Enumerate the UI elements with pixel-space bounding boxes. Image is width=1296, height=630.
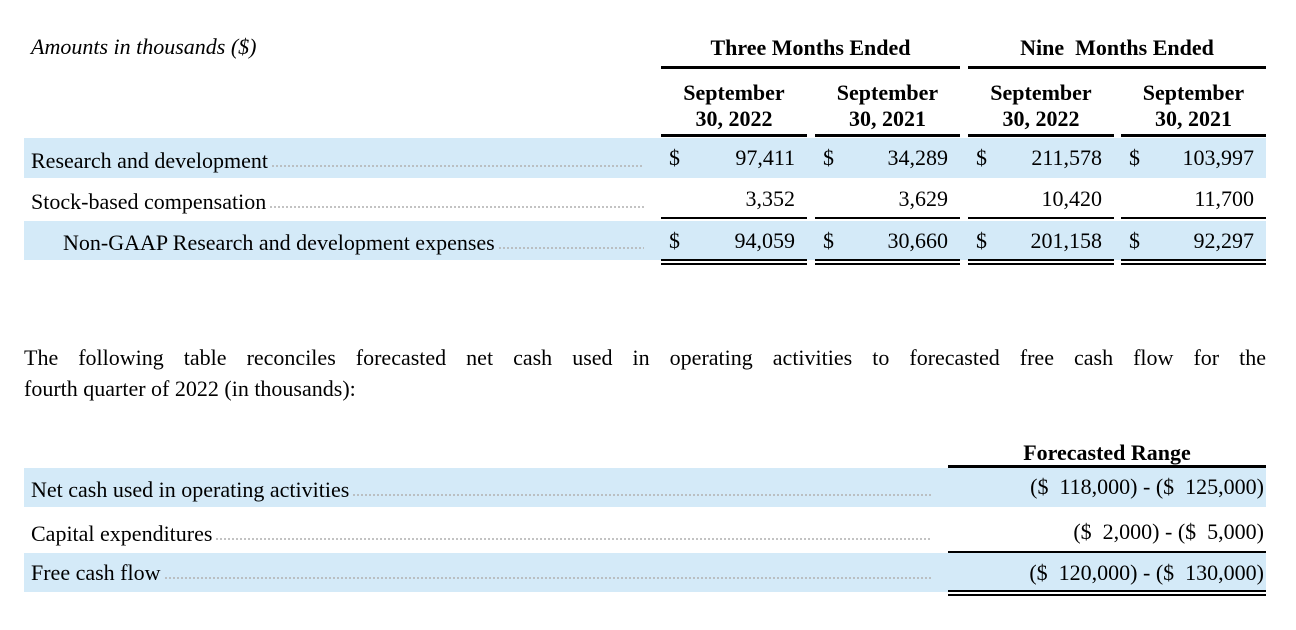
row-label-capital-expenditures: Capital expenditures — [31, 517, 931, 547]
leader-dots — [352, 494, 931, 496]
value: 97,411 — [735, 145, 795, 170]
total-double-rule — [1121, 263, 1266, 265]
column-header-line1: September — [836, 80, 939, 105]
subtotal-rule — [815, 217, 960, 219]
dollar-sign: $ — [669, 228, 680, 253]
cell-sbc-9m-2021: 11,700 — [1121, 179, 1266, 219]
cell-rd-q3-2022: $97,411 — [661, 138, 807, 178]
total-double-rule — [968, 259, 1114, 261]
dollar-sign: $ — [1129, 228, 1140, 253]
value: 92,297 — [1193, 228, 1255, 253]
column-rule — [968, 134, 1114, 137]
subtotal-rule — [948, 551, 1266, 553]
units-label: Amounts in thousands ($) — [31, 34, 257, 59]
total-double-rule — [968, 263, 1114, 265]
cell-sbc-q3-2021: 3,629 — [815, 179, 960, 219]
forecasted-range-rule — [948, 465, 1266, 468]
column-rule — [661, 134, 807, 137]
cell-nongaap-q3-2022: $94,059 — [661, 221, 807, 261]
row-band-net-cash — [24, 468, 1266, 507]
row-label-text: Stock-based compensation — [31, 189, 267, 214]
leader-dots — [163, 577, 931, 579]
cell-sbc-q3-2022: 3,352 — [661, 179, 807, 219]
cell-rd-q3-2021: $34,289 — [815, 138, 960, 178]
subtotal-rule — [1121, 217, 1266, 219]
value: 94,059 — [734, 228, 796, 253]
leader-dots — [497, 247, 644, 249]
forecasted-range-header: Forecasted Range — [1023, 440, 1191, 465]
row-label-text: Free cash flow — [31, 560, 161, 585]
dollar-sign: $ — [1129, 145, 1140, 170]
column-rule — [1121, 134, 1266, 137]
column-header-line1: September — [990, 80, 1092, 105]
value: 3,629 — [898, 186, 949, 211]
subtotal-rule — [968, 217, 1114, 219]
column-header-q3-2021: September 30, 2021 — [815, 80, 960, 132]
value: 211,578 — [1031, 145, 1102, 170]
total-double-rule — [948, 594, 1266, 596]
subtotal-rule — [661, 217, 807, 219]
total-double-rule — [948, 590, 1266, 592]
cell-capex-range: ($ 2,000) - ($ 5,000) — [1073, 519, 1264, 544]
value: 34,289 — [887, 145, 949, 170]
column-header-line1: September — [683, 80, 785, 105]
group-rule-three-months — [661, 66, 960, 69]
row-label-research-and-development: Research and development — [31, 138, 644, 174]
row-label-text: Net cash used in operating activities — [31, 477, 350, 502]
column-header-line2: 30, 2022 — [695, 106, 773, 131]
value: 10,420 — [1041, 186, 1103, 211]
total-double-rule — [661, 263, 807, 265]
column-header-line2: 30, 2022 — [1002, 106, 1080, 131]
dollar-sign: $ — [823, 228, 834, 253]
column-header-line2: 30, 2021 — [849, 106, 926, 131]
value: 3,352 — [745, 186, 796, 211]
group-header-three-months: Three Months Ended — [710, 35, 911, 60]
cell-nongaap-9m-2022: $201,158 — [968, 221, 1114, 261]
dollar-sign: $ — [976, 228, 987, 253]
cell-rd-9m-2022: $211,578 — [968, 138, 1114, 178]
total-double-rule — [661, 259, 807, 261]
column-header-9m-2021: September 30, 2021 — [1121, 80, 1266, 132]
cell-nongaap-q3-2021: $30,660 — [815, 221, 960, 261]
dollar-sign: $ — [976, 145, 987, 170]
row-label-text: Capital expenditures — [31, 521, 213, 546]
row-band-free-cash-flow — [24, 553, 1266, 592]
value: 11,700 — [1194, 186, 1254, 211]
column-rule — [815, 134, 960, 137]
leader-dots — [271, 165, 644, 167]
total-double-rule — [815, 263, 960, 265]
cell-net-cash-range: ($ 118,000) - ($ 125,000) — [1030, 474, 1264, 499]
cell-free-cash-flow-range: ($ 120,000) - ($ 130,000) — [1029, 560, 1264, 585]
cell-sbc-9m-2022: 10,420 — [968, 179, 1114, 219]
paragraph-line-2: fourth quarter of 2022 (in thousands): — [24, 376, 356, 401]
row-label-net-cash-used: Net cash used in operating activities — [31, 470, 931, 503]
total-double-rule — [1121, 259, 1266, 261]
row-label-stock-based-compensation: Stock-based compensation — [31, 179, 644, 215]
group-header-nine-months: Nine Months Ended — [1020, 35, 1214, 60]
value: 30,660 — [887, 228, 949, 253]
row-label-text: Non-GAAP Research and development expens… — [63, 230, 495, 256]
value: 103,997 — [1182, 145, 1255, 170]
column-header-9m-2022: September 30, 2022 — [968, 80, 1114, 132]
column-header-line1: September — [1142, 80, 1245, 105]
column-header-q3-2022: September 30, 2022 — [661, 80, 807, 132]
value: 201,158 — [1030, 228, 1103, 253]
row-label-free-cash-flow: Free cash flow — [31, 556, 931, 586]
leader-dots — [215, 538, 931, 540]
row-label-text: Research and development — [31, 148, 269, 174]
group-rule-nine-months — [968, 66, 1266, 69]
dollar-sign: $ — [823, 145, 834, 170]
dollar-sign: $ — [669, 145, 680, 170]
cell-nongaap-9m-2021: $92,297 — [1121, 221, 1266, 261]
column-header-line2: 30, 2021 — [1155, 106, 1232, 131]
cell-rd-9m-2021: $103,997 — [1121, 138, 1266, 178]
row-label-non-gaap-rd-expenses: Non-GAAP Research and development expens… — [63, 221, 644, 256]
reconciliation-intro-paragraph: The following table reconciles forecaste… — [24, 342, 1266, 404]
paragraph-line-1: The following table reconciles forecaste… — [24, 345, 1266, 370]
total-double-rule — [815, 259, 960, 261]
leader-dots — [269, 206, 644, 208]
